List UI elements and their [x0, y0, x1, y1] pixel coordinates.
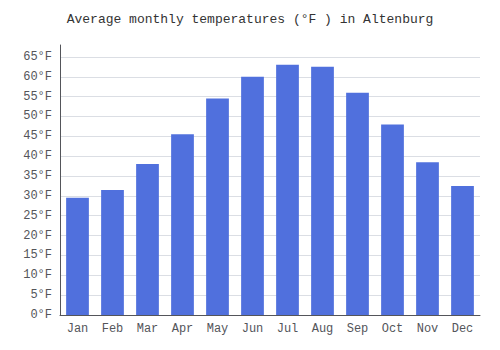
svg-text:25°F: 25°F — [23, 209, 52, 223]
svg-text:Aug: Aug — [312, 322, 334, 336]
svg-text:Average monthly temperatures (: Average monthly temperatures (°F ) in Al… — [67, 12, 434, 27]
svg-text:50°F: 50°F — [23, 109, 52, 123]
svg-text:Sep: Sep — [347, 322, 369, 336]
svg-text:65°F: 65°F — [23, 50, 52, 64]
svg-text:45°F: 45°F — [23, 129, 52, 143]
svg-text:Oct: Oct — [382, 322, 404, 336]
svg-text:Apr: Apr — [172, 322, 194, 336]
svg-text:10°F: 10°F — [23, 268, 52, 282]
svg-text:40°F: 40°F — [23, 149, 52, 163]
svg-text:Jun: Jun — [242, 322, 264, 336]
svg-text:5°F: 5°F — [30, 288, 52, 302]
svg-text:Dec: Dec — [452, 322, 474, 336]
svg-text:15°F: 15°F — [23, 248, 52, 262]
svg-text:Mar: Mar — [137, 322, 159, 336]
svg-text:May: May — [207, 322, 229, 336]
svg-text:55°F: 55°F — [23, 90, 52, 104]
svg-text:20°F: 20°F — [23, 229, 52, 243]
svg-text:35°F: 35°F — [23, 169, 52, 183]
svg-text:Nov: Nov — [417, 322, 439, 336]
svg-text:Jan: Jan — [67, 322, 89, 336]
svg-text:Jul: Jul — [277, 322, 299, 336]
svg-text:30°F: 30°F — [23, 189, 52, 203]
svg-text:Feb: Feb — [102, 322, 124, 336]
svg-text:60°F: 60°F — [23, 70, 52, 84]
svg-text:0°F: 0°F — [30, 308, 52, 322]
